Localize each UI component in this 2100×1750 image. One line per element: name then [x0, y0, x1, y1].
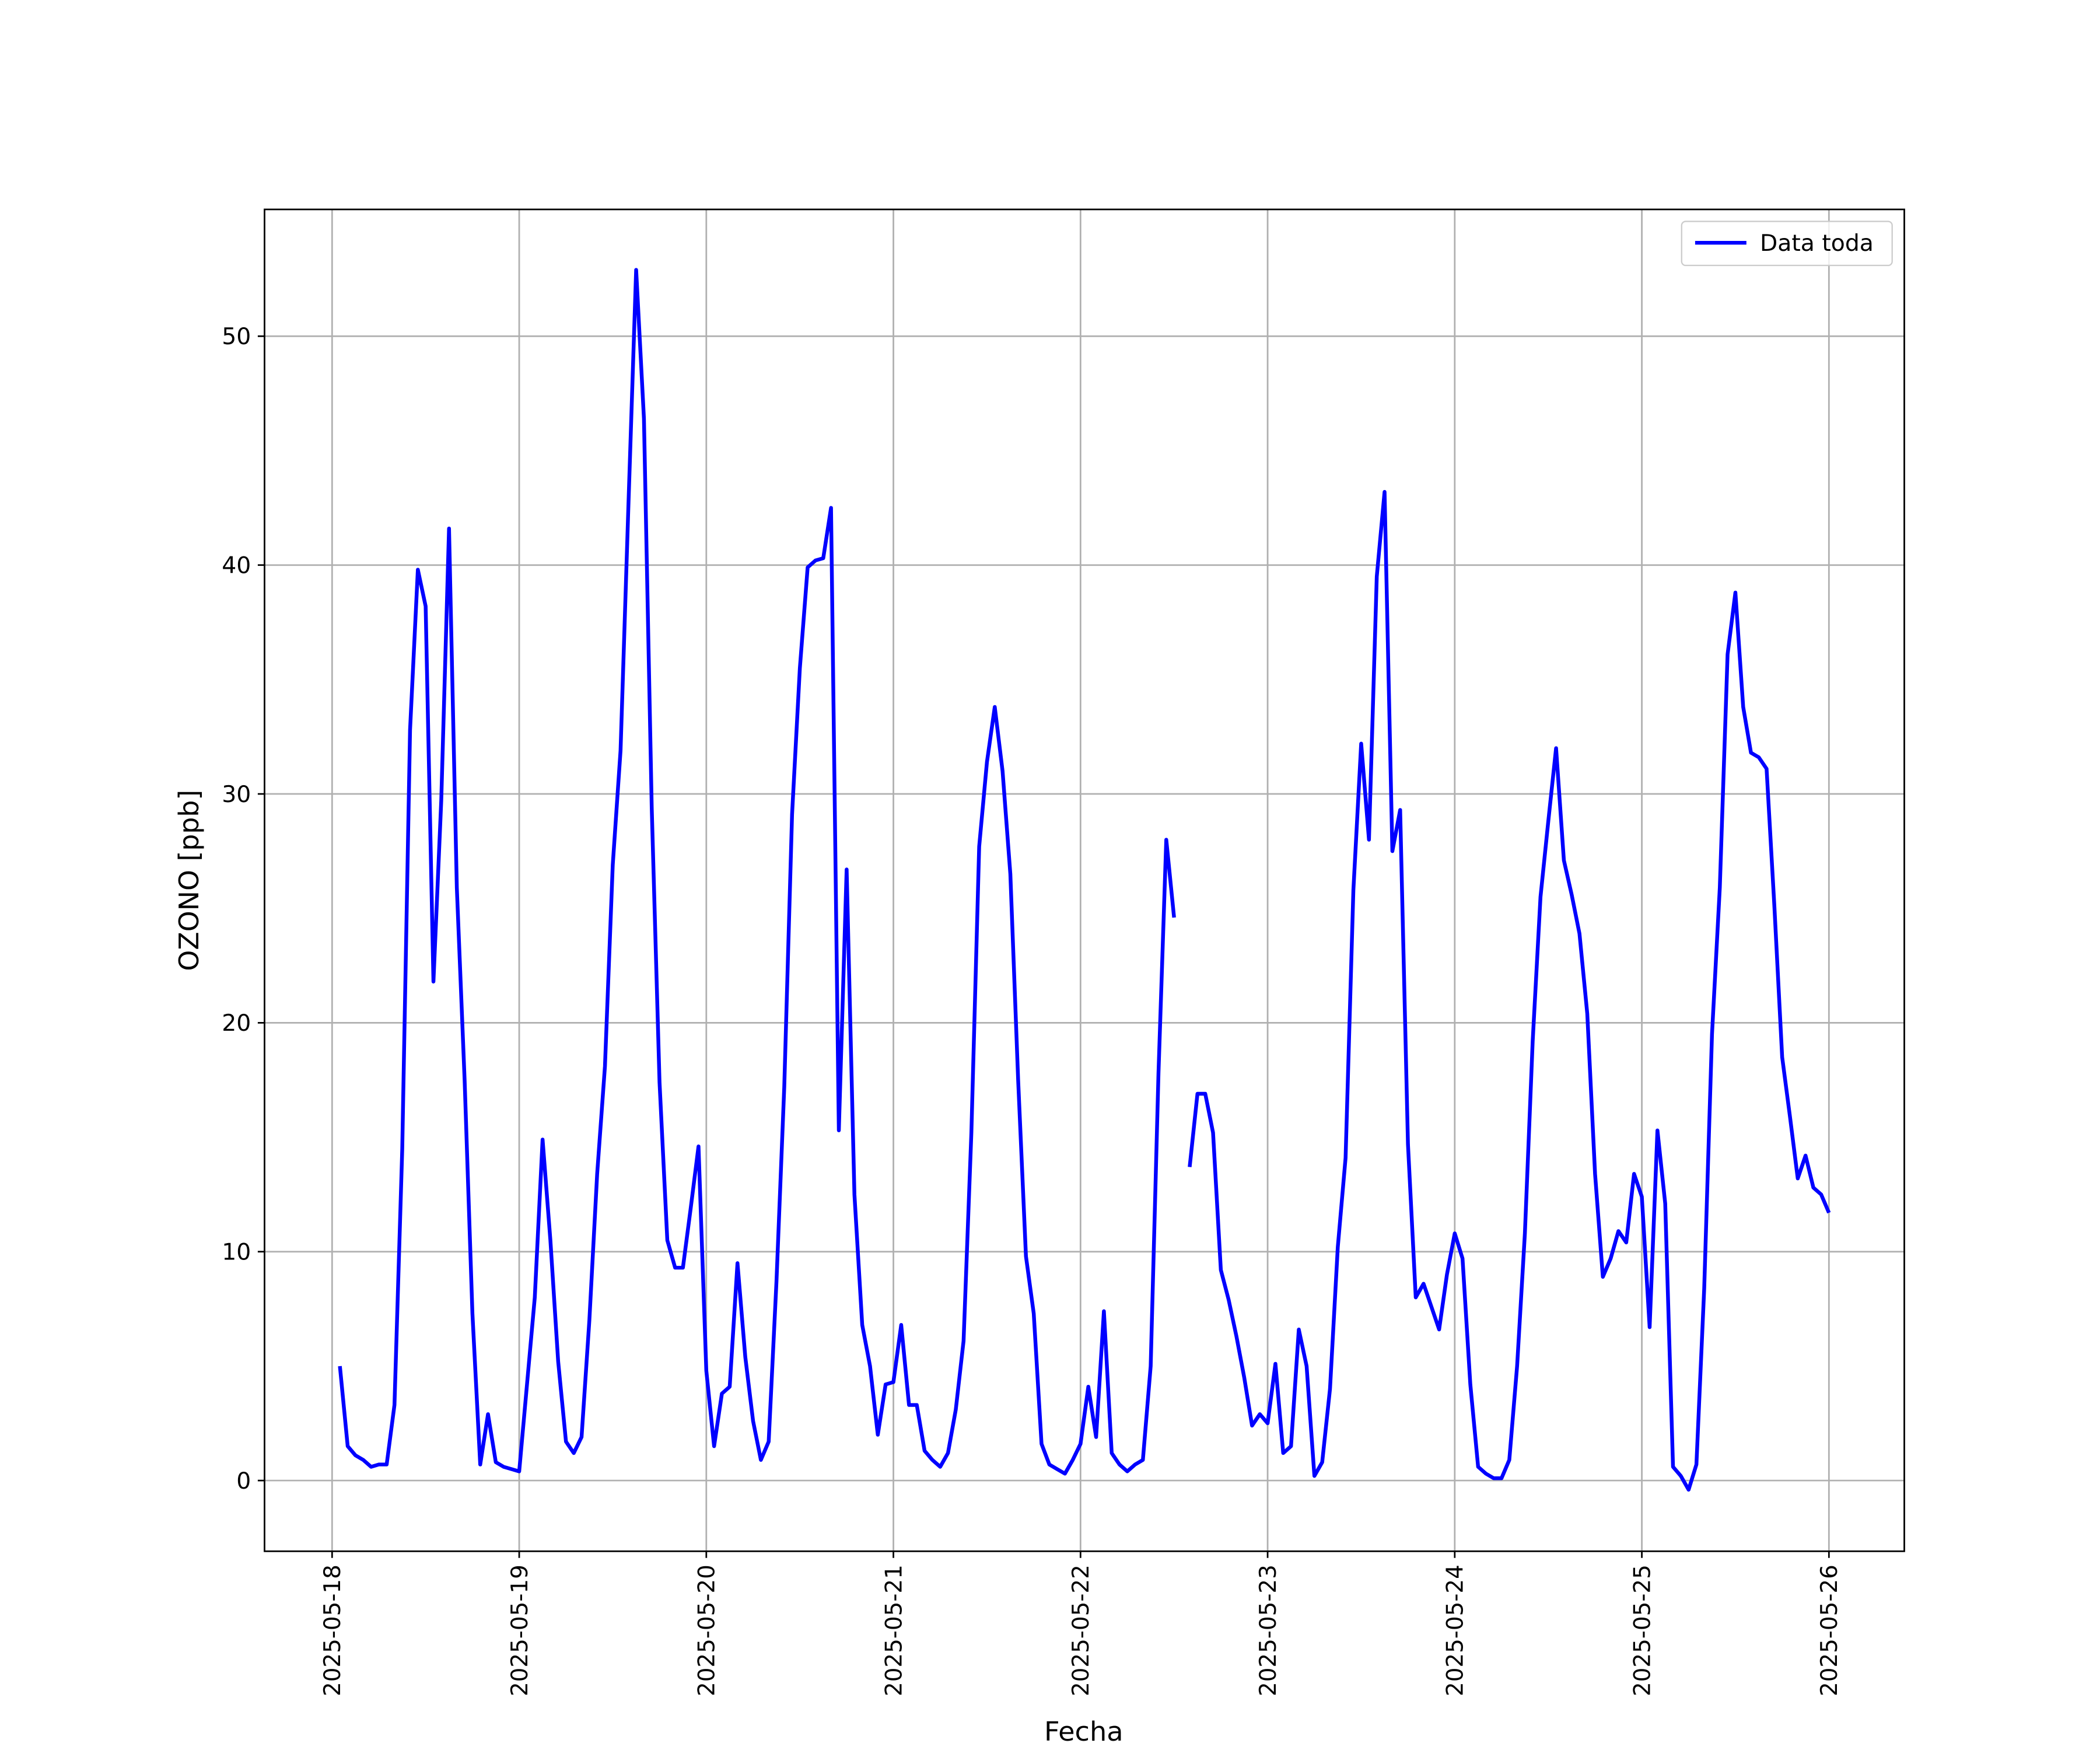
y-tick-label: 30 [222, 782, 251, 808]
y-tick-label: 0 [236, 1468, 251, 1494]
plot-frame [264, 208, 1905, 1552]
legend: Data toda [1681, 220, 1893, 267]
x-tick-label: 2025-05-19 [507, 1564, 533, 1696]
x-tick-label: 2025-05-25 [1629, 1564, 1656, 1696]
data-line [338, 268, 1831, 1492]
y-tick-label: 20 [222, 1010, 251, 1037]
y-tick-label: 10 [222, 1240, 251, 1266]
legend-label: Data toda [1760, 230, 1874, 257]
grid-layer [264, 209, 1905, 1552]
x-axis-label: Fecha [1044, 1716, 1124, 1747]
plot-layer [338, 268, 1831, 1492]
x-tick-label: 2025-05-24 [1443, 1564, 1469, 1696]
y-axis-label: OZONO [ppb] [173, 790, 205, 971]
x-tick-label: 2025-05-26 [1817, 1564, 1843, 1696]
x-tick-label: 2025-05-21 [881, 1564, 907, 1696]
x-tick-label: 2025-05-20 [694, 1564, 720, 1696]
x-tick-label: 2025-05-18 [320, 1564, 346, 1696]
y-tick-label: 50 [222, 324, 251, 350]
x-tick-label: 2025-05-23 [1255, 1564, 1282, 1696]
legend-box [1681, 220, 1893, 267]
y-tick-label: 40 [222, 553, 251, 579]
tick-layer: 0 10 20 30 40 50 2025-05-18 2025-05-19 2025-05-2… [222, 324, 1843, 1696]
x-tick-label: 2025-05-22 [1068, 1564, 1094, 1696]
